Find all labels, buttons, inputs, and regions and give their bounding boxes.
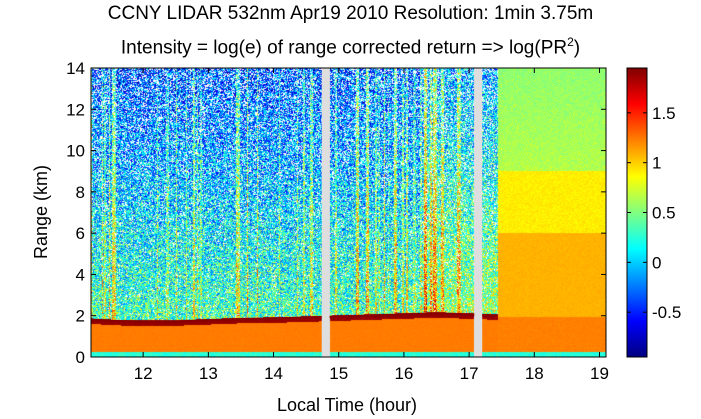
x-tick-label: 12 <box>134 364 153 383</box>
data-gap-1 <box>321 68 330 357</box>
subtitle-close: ) <box>573 37 581 59</box>
x-axis-label: Local Time (hour) <box>277 395 417 415</box>
chart-subtitle: Intensity = log(e) of range corrected re… <box>0 31 701 59</box>
y-tick-label: 0 <box>76 348 85 367</box>
x-tick-label: 15 <box>329 364 348 383</box>
plot-frame <box>90 67 607 358</box>
data-gap-2 <box>474 68 483 357</box>
y-tick-label: 2 <box>76 307 85 326</box>
x-tick-label: 13 <box>199 364 218 383</box>
x-axis: 12 13 14 15 16 17 18 19 <box>134 68 609 383</box>
x-tick-label: 18 <box>525 364 544 383</box>
colorbar-tick-label: 0.5 <box>652 204 676 223</box>
y-axis: 0 2 4 6 8 10 12 14 <box>66 59 606 367</box>
colorbar-tick-label: 1 <box>652 154 661 173</box>
x-tick-label: 14 <box>264 364 283 383</box>
chart-title: CCNY LIDAR 532nm Apr19 2010 Resolution: … <box>107 3 594 24</box>
heatmap-image <box>91 68 606 357</box>
colorbar-tick-label: 1.5 <box>652 104 676 123</box>
subtitle-superscript: 2 <box>567 35 574 49</box>
y-tick-label: 8 <box>76 183 85 202</box>
subtitle-text: Intensity = log(e) of range corrected re… <box>120 37 568 59</box>
boundary-layer-line <box>90 312 496 324</box>
x-tick-label: 19 <box>590 364 609 383</box>
x-tick-label: 16 <box>394 364 413 383</box>
x-tick-label: 17 <box>460 364 479 383</box>
colorbar-tick-label: 0 <box>652 253 661 272</box>
y-tick-label: 12 <box>66 100 85 119</box>
colorbar-tick-label: -0.5 <box>652 303 681 322</box>
y-tick-label: 6 <box>76 224 85 243</box>
y-tick-label: 14 <box>66 59 85 78</box>
y-axis-label: Range (km) <box>31 165 51 259</box>
y-tick-label: 4 <box>76 265 85 284</box>
colorbar: -0.5 0 0.5 1 1.5 <box>626 67 681 358</box>
heatmap-plot-area <box>90 67 607 358</box>
y-tick-label: 10 <box>66 142 85 161</box>
